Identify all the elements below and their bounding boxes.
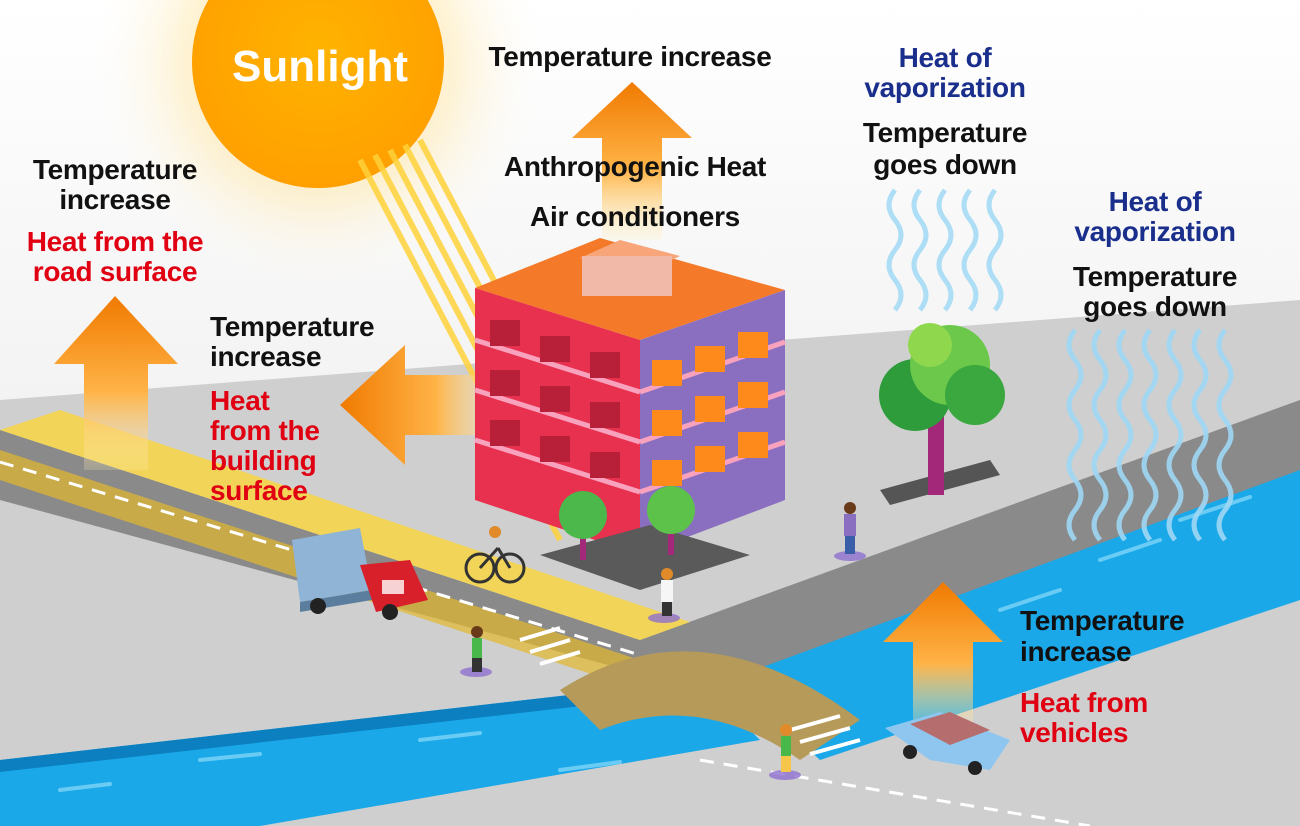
- tree-vaporization-1: Heat of: [898, 42, 992, 73]
- heated-road: [0, 410, 690, 640]
- tree-icon: [559, 486, 695, 560]
- river-temperature-down-1: Temperature: [1072, 261, 1238, 292]
- building-icon: [474, 238, 786, 590]
- tree-temperature-down-2: goes down: [873, 149, 1017, 180]
- building-heat-cause-4: surface: [210, 475, 308, 506]
- pedestrian-icon: [769, 724, 801, 780]
- river-vaporization-2: vaporization: [1074, 216, 1236, 247]
- top-temperature-increase: Temperature increase: [488, 41, 772, 72]
- road-temperature-title-1: Temperature: [32, 154, 198, 185]
- vehicle-temperature-title-2: increase: [1020, 636, 1132, 667]
- cooling-wave-icon: [1066, 328, 1234, 542]
- building-temperature-title-2: increase: [210, 341, 322, 372]
- cooling-wave-icon: [886, 188, 1004, 312]
- heat-arrow-icon: [883, 582, 1003, 730]
- pedestrian-icon: [648, 568, 680, 623]
- tree-icon: [879, 323, 1005, 505]
- sun-icon: [192, 0, 444, 188]
- anthropogenic-heat-label: Anthropogenic Heat: [503, 151, 767, 182]
- heat-arrow-icon: [572, 82, 692, 240]
- river-temperature-down-2: goes down: [1083, 291, 1227, 322]
- car-icon: [885, 712, 1010, 775]
- building-temperature-title-1: Temperature: [210, 311, 375, 342]
- bicycle-icon: [464, 526, 526, 584]
- air-conditioners-label: Air conditioners: [530, 201, 740, 232]
- vehicle-heat-cause-1: Heat from: [1020, 687, 1148, 718]
- heat-arrow-icon: [340, 345, 500, 465]
- river-vaporization-1: Heat of: [1108, 186, 1202, 217]
- building-heat-cause-1: Heat: [210, 385, 270, 416]
- truck-icon: [292, 528, 428, 620]
- pedestrian-icon: [834, 502, 866, 561]
- road-temperature-title-2: increase: [59, 184, 171, 215]
- vehicle-temperature-title-1: Temperature: [1020, 605, 1185, 636]
- road-heat-cause-2: road surface: [32, 256, 198, 287]
- vehicle-heat-cause-2: vehicles: [1020, 717, 1129, 748]
- sun-label: Sunlight: [232, 42, 408, 91]
- road-heat-cause-1: Heat from the: [26, 226, 204, 257]
- building-heat-cause-2: from the: [210, 415, 320, 446]
- pedestrian-icon: [460, 626, 492, 677]
- heat-arrow-icon: [54, 296, 178, 470]
- building-heat-cause-3: building: [210, 445, 317, 476]
- tree-temperature-down-1: Temperature: [862, 117, 1028, 148]
- tree-vaporization-2: vaporization: [864, 72, 1026, 103]
